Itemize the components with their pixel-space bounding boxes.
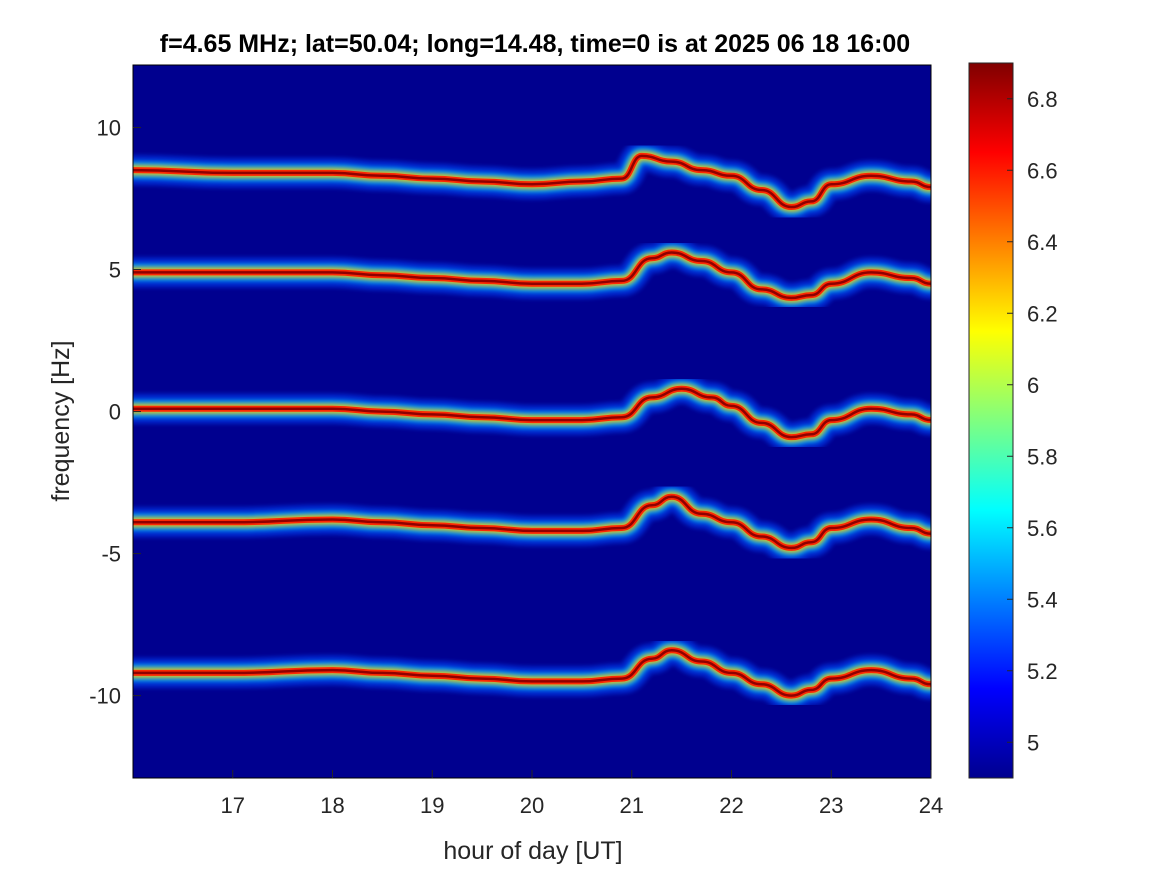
- doppler-trace: [133, 154, 931, 209]
- y-tick-label: 5: [109, 258, 121, 283]
- y-axis-label: frequency [Hz]: [47, 340, 75, 501]
- colorbar-tick-label: 6: [1027, 373, 1039, 398]
- colorbar-tick-label: 5.8: [1027, 444, 1058, 469]
- chart-title: f=4.65 MHz; lat=50.04; long=14.48, time=…: [160, 30, 910, 58]
- doppler-trace: [133, 648, 931, 697]
- colorbar-tick-label: 5.2: [1027, 659, 1058, 684]
- doppler-trace: [133, 387, 931, 439]
- colorbar-tick-label: 5.4: [1027, 587, 1058, 612]
- doppler-trace: [133, 251, 931, 300]
- colorbar-tick-label: 6.2: [1027, 301, 1058, 326]
- plot-area: [133, 65, 931, 778]
- x-tick-label: 23: [819, 793, 843, 818]
- colorbar-tick-label: 6.4: [1027, 230, 1058, 255]
- colorbar-tick-label: 6.8: [1027, 87, 1058, 112]
- doppler-trace: [133, 495, 931, 550]
- x-tick-label: 20: [520, 793, 544, 818]
- x-tick-label: 22: [719, 793, 743, 818]
- colorbar: 6.8 6.6 6.4 6.2 6 5.8 5.6 5.4 5.2 5: [968, 62, 1058, 779]
- y-tick-label: -10: [89, 684, 121, 709]
- colorbar-tick-label: 5: [1027, 730, 1039, 755]
- x-tick-label: 17: [221, 793, 245, 818]
- colorbar-gradient: [969, 63, 1013, 778]
- x-tick-label: 24: [919, 793, 943, 818]
- y-tick-label: 0: [109, 400, 121, 425]
- x-tick-label: 18: [320, 793, 344, 818]
- x-tick-label: 19: [420, 793, 444, 818]
- colorbar-tick-label: 5.6: [1027, 516, 1058, 541]
- x-axis: 17 18 19 20 21 22 23 24: [221, 770, 943, 818]
- x-axis-label: hour of day [UT]: [443, 837, 622, 865]
- colorbar-frame: [968, 62, 1014, 779]
- x-tick-label: 21: [620, 793, 644, 818]
- y-axis: 10 5 0 -5 -10: [89, 115, 141, 709]
- colorbar-tick-label: 6.6: [1027, 158, 1058, 183]
- y-tick-label: -5: [101, 542, 121, 567]
- y-tick-label: 10: [97, 115, 121, 140]
